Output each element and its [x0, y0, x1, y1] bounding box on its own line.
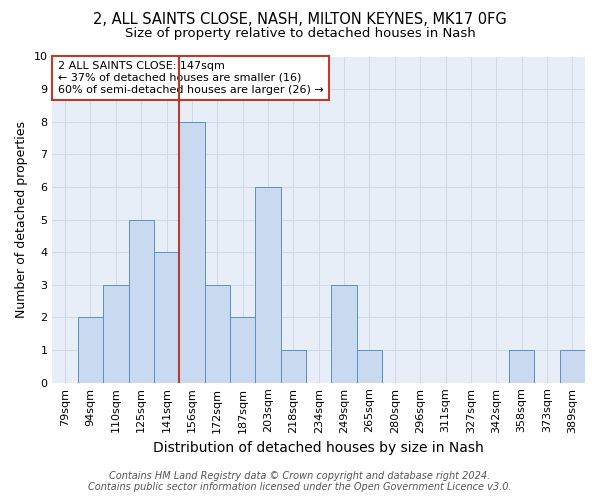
Bar — [357, 350, 382, 382]
Bar — [103, 285, 128, 382]
Text: Contains HM Land Registry data © Crown copyright and database right 2024.
Contai: Contains HM Land Registry data © Crown c… — [88, 471, 512, 492]
Bar — [128, 220, 154, 382]
Text: Size of property relative to detached houses in Nash: Size of property relative to detached ho… — [125, 28, 475, 40]
Bar — [560, 350, 585, 382]
Bar — [78, 318, 103, 382]
Bar — [205, 285, 230, 382]
Bar — [331, 285, 357, 382]
Bar — [509, 350, 534, 382]
X-axis label: Distribution of detached houses by size in Nash: Distribution of detached houses by size … — [154, 441, 484, 455]
Text: 2, ALL SAINTS CLOSE, NASH, MILTON KEYNES, MK17 0FG: 2, ALL SAINTS CLOSE, NASH, MILTON KEYNES… — [93, 12, 507, 28]
Text: 2 ALL SAINTS CLOSE: 147sqm
← 37% of detached houses are smaller (16)
60% of semi: 2 ALL SAINTS CLOSE: 147sqm ← 37% of deta… — [58, 62, 323, 94]
Bar — [256, 187, 281, 382]
Y-axis label: Number of detached properties: Number of detached properties — [15, 121, 28, 318]
Bar — [230, 318, 256, 382]
Bar — [154, 252, 179, 382]
Bar — [281, 350, 306, 382]
Bar — [179, 122, 205, 382]
